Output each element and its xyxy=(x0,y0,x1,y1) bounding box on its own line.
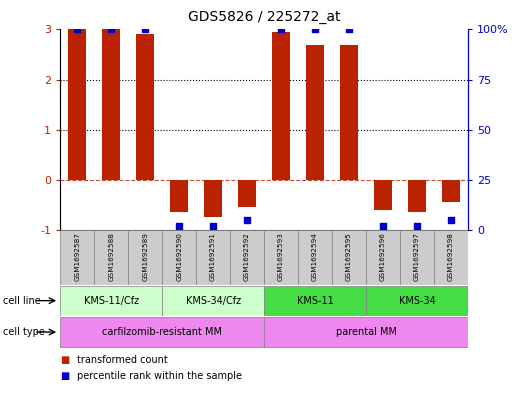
Text: cell type: cell type xyxy=(3,327,44,337)
FancyBboxPatch shape xyxy=(60,286,162,316)
Text: GSM1692594: GSM1692594 xyxy=(312,232,318,281)
Text: KMS-34/Cfz: KMS-34/Cfz xyxy=(186,296,241,306)
Text: GSM1692593: GSM1692593 xyxy=(278,232,284,281)
FancyBboxPatch shape xyxy=(60,317,264,347)
Text: KMS-34: KMS-34 xyxy=(399,296,436,306)
FancyBboxPatch shape xyxy=(162,230,196,285)
FancyBboxPatch shape xyxy=(366,230,400,285)
Bar xyxy=(238,180,256,208)
FancyBboxPatch shape xyxy=(298,230,332,285)
Point xyxy=(175,223,184,229)
Point xyxy=(345,26,354,33)
Text: GDS5826 / 225272_at: GDS5826 / 225272_at xyxy=(188,10,340,24)
FancyBboxPatch shape xyxy=(264,317,468,347)
Point xyxy=(73,26,82,33)
FancyBboxPatch shape xyxy=(128,230,162,285)
Text: GSM1692591: GSM1692591 xyxy=(210,232,216,281)
Point xyxy=(209,223,218,229)
FancyBboxPatch shape xyxy=(264,230,298,285)
Text: ■: ■ xyxy=(60,354,70,365)
Bar xyxy=(204,180,222,217)
Bar xyxy=(374,180,392,210)
Text: GSM1692590: GSM1692590 xyxy=(176,232,182,281)
FancyBboxPatch shape xyxy=(162,286,264,316)
Text: GSM1692588: GSM1692588 xyxy=(108,232,114,281)
Text: GSM1692597: GSM1692597 xyxy=(414,232,420,281)
Bar xyxy=(442,180,460,202)
Point xyxy=(447,217,456,223)
Point xyxy=(243,217,252,223)
FancyBboxPatch shape xyxy=(366,286,468,316)
FancyBboxPatch shape xyxy=(94,230,128,285)
Text: GSM1692596: GSM1692596 xyxy=(380,232,386,281)
Point xyxy=(311,26,320,33)
Bar xyxy=(306,44,324,180)
Point xyxy=(141,26,150,33)
Bar xyxy=(408,180,426,212)
Text: GSM1692592: GSM1692592 xyxy=(244,232,250,281)
Point xyxy=(413,223,422,229)
Text: KMS-11/Cfz: KMS-11/Cfz xyxy=(84,296,139,306)
Point xyxy=(277,26,286,33)
Bar xyxy=(340,44,358,180)
Text: GSM1692595: GSM1692595 xyxy=(346,232,352,281)
Point xyxy=(107,26,116,33)
Text: percentile rank within the sample: percentile rank within the sample xyxy=(77,371,242,381)
FancyBboxPatch shape xyxy=(230,230,264,285)
Text: carfilzomib-resistant MM: carfilzomib-resistant MM xyxy=(102,327,222,337)
FancyBboxPatch shape xyxy=(332,230,366,285)
Text: ■: ■ xyxy=(60,371,70,381)
Text: GSM1692598: GSM1692598 xyxy=(448,232,454,281)
Text: GSM1692589: GSM1692589 xyxy=(142,232,148,281)
FancyBboxPatch shape xyxy=(264,286,366,316)
Text: GSM1692587: GSM1692587 xyxy=(74,232,80,281)
Text: cell line: cell line xyxy=(3,296,40,306)
Bar xyxy=(272,32,290,180)
Text: transformed count: transformed count xyxy=(77,354,168,365)
FancyBboxPatch shape xyxy=(434,230,468,285)
Point xyxy=(379,223,388,229)
FancyBboxPatch shape xyxy=(196,230,230,285)
Bar xyxy=(170,180,188,212)
Bar xyxy=(68,29,86,180)
Bar xyxy=(136,35,154,180)
Text: KMS-11: KMS-11 xyxy=(297,296,334,306)
Text: parental MM: parental MM xyxy=(336,327,396,337)
FancyBboxPatch shape xyxy=(400,230,434,285)
Bar xyxy=(102,29,120,180)
FancyBboxPatch shape xyxy=(60,230,94,285)
